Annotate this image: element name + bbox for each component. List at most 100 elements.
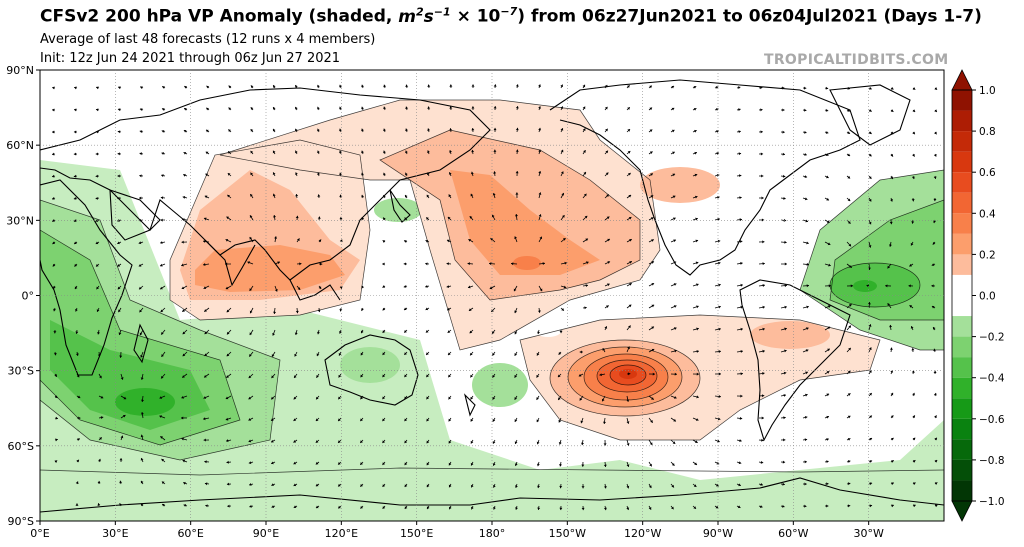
wind-vector-head bbox=[933, 154, 937, 157]
colorbar-segment bbox=[952, 172, 972, 193]
wind-vector-head bbox=[562, 238, 566, 241]
wind-vector-head bbox=[538, 149, 542, 153]
wind-vector-head bbox=[74, 241, 77, 244]
wind-vector-head bbox=[651, 304, 655, 308]
map-title: CFSv2 200 hPa VP Anomaly (shaded, m2s−1 … bbox=[40, 5, 982, 27]
coast-madagascar bbox=[133, 323, 149, 364]
wind-vector-head bbox=[514, 463, 518, 466]
wind-vector-head bbox=[52, 219, 55, 222]
lon-label: 60°W bbox=[778, 527, 808, 540]
wind-vector-head bbox=[492, 463, 496, 466]
wind-vector-head bbox=[73, 174, 77, 178]
wind-vector-head bbox=[447, 307, 450, 311]
wind-vector-head bbox=[536, 441, 540, 445]
wind-vector-head bbox=[847, 86, 850, 90]
wind-vector-head bbox=[449, 128, 453, 131]
wind-vector-head bbox=[383, 150, 386, 154]
wind-vector-head bbox=[693, 484, 697, 487]
wind-vector-head bbox=[825, 86, 829, 90]
wind-vector-head bbox=[204, 374, 207, 378]
wind-vector-head bbox=[99, 375, 102, 379]
wind-vector-head bbox=[696, 283, 699, 287]
wind-vector-head bbox=[161, 375, 164, 379]
wind-vector-head bbox=[317, 106, 320, 110]
wind-vector-head bbox=[339, 128, 342, 132]
wind-vector-head bbox=[225, 396, 229, 400]
wind-vector-head bbox=[95, 152, 98, 156]
wind-vector-head bbox=[828, 263, 831, 267]
wind-vector-head bbox=[672, 173, 676, 177]
colorbar: 1.0 0.8 0.6 0.4 0.2 0.0 −0.2 −0.4 −0.6 −0.8 −1.0 bbox=[951, 69, 1005, 522]
colorbar-segment bbox=[952, 336, 972, 358]
lon-label: 0°E bbox=[30, 527, 49, 540]
wind-vector-head bbox=[561, 215, 565, 218]
wind-vector-head bbox=[248, 418, 252, 421]
wind-vector-head bbox=[673, 261, 677, 265]
wind-vector-head bbox=[204, 482, 208, 486]
wind-vector-head bbox=[715, 108, 719, 111]
wind-vector-head bbox=[271, 375, 275, 379]
wind-vector-head bbox=[890, 199, 893, 202]
colorbar-max-extend bbox=[951, 69, 973, 91]
colorbar-segment bbox=[952, 459, 972, 481]
wind-vector-head bbox=[912, 392, 915, 396]
wind-vector-head bbox=[890, 131, 894, 135]
wind-vector-head bbox=[803, 86, 807, 90]
lon-label: 60°E bbox=[177, 527, 203, 540]
wind-vector-head bbox=[826, 504, 829, 508]
wind-vector-head bbox=[934, 109, 937, 113]
wind-vector-head bbox=[54, 374, 57, 377]
wind-vector-head bbox=[360, 352, 364, 356]
wind-vector-head bbox=[77, 438, 80, 441]
asia-orange-3 bbox=[195, 245, 345, 292]
wind-vector-head bbox=[738, 152, 742, 156]
wind-vector-head bbox=[908, 284, 911, 288]
wind-vector-head bbox=[183, 481, 186, 485]
wind-vector-head bbox=[739, 218, 743, 222]
wind-vector-head bbox=[425, 330, 429, 333]
wind-vector-head bbox=[159, 396, 163, 399]
wind-vector-head bbox=[250, 85, 254, 88]
wind-vector-head bbox=[97, 503, 101, 506]
wind-vector-head bbox=[847, 109, 850, 112]
wind-vector-head bbox=[604, 85, 608, 88]
wind-vector-head bbox=[204, 353, 208, 356]
wind-vector-head bbox=[338, 440, 341, 443]
wind-vector-head bbox=[626, 443, 630, 446]
wind-vector-head bbox=[97, 331, 101, 335]
wind-vector-head bbox=[249, 332, 253, 336]
wind-vector-head bbox=[339, 84, 342, 88]
wind-vector-head bbox=[295, 106, 298, 110]
wind-vector-head bbox=[471, 149, 475, 153]
wind-vector-head bbox=[783, 416, 786, 420]
wind-vector-head bbox=[117, 286, 121, 290]
wind-vector-head bbox=[382, 330, 386, 333]
wind-vector-head bbox=[804, 130, 807, 134]
wind-vector-head bbox=[75, 353, 79, 356]
wind-vector-head bbox=[205, 173, 209, 177]
wind-vector-head bbox=[425, 239, 429, 243]
wind-vector-head bbox=[95, 174, 98, 178]
wind-vector-head bbox=[695, 239, 699, 243]
pacific-orange-3 bbox=[450, 170, 600, 275]
wind-vector-head bbox=[448, 418, 452, 422]
wind-vector-head bbox=[783, 371, 787, 375]
wind-vector-head bbox=[868, 245, 872, 248]
wind-vector-head bbox=[909, 305, 913, 308]
wind-vector-head bbox=[626, 507, 630, 510]
wind-vector-head bbox=[317, 172, 321, 175]
south-america-orange bbox=[750, 321, 830, 349]
wind-vector-head bbox=[447, 216, 451, 220]
wind-vector-head bbox=[470, 171, 474, 175]
wind-vector-head bbox=[869, 86, 872, 90]
wind-vector-head bbox=[294, 332, 298, 336]
wind-vector-head bbox=[203, 396, 207, 399]
wind-vector-head bbox=[934, 482, 938, 485]
wind-vector-head bbox=[426, 396, 429, 400]
wind-vector-head bbox=[869, 438, 873, 441]
wind-vector-head bbox=[628, 172, 631, 176]
wind-vector-head bbox=[673, 395, 677, 399]
lon-label: 30°W bbox=[853, 527, 883, 540]
wind-vector-head bbox=[339, 216, 343, 220]
wind-vector-head bbox=[536, 374, 539, 378]
